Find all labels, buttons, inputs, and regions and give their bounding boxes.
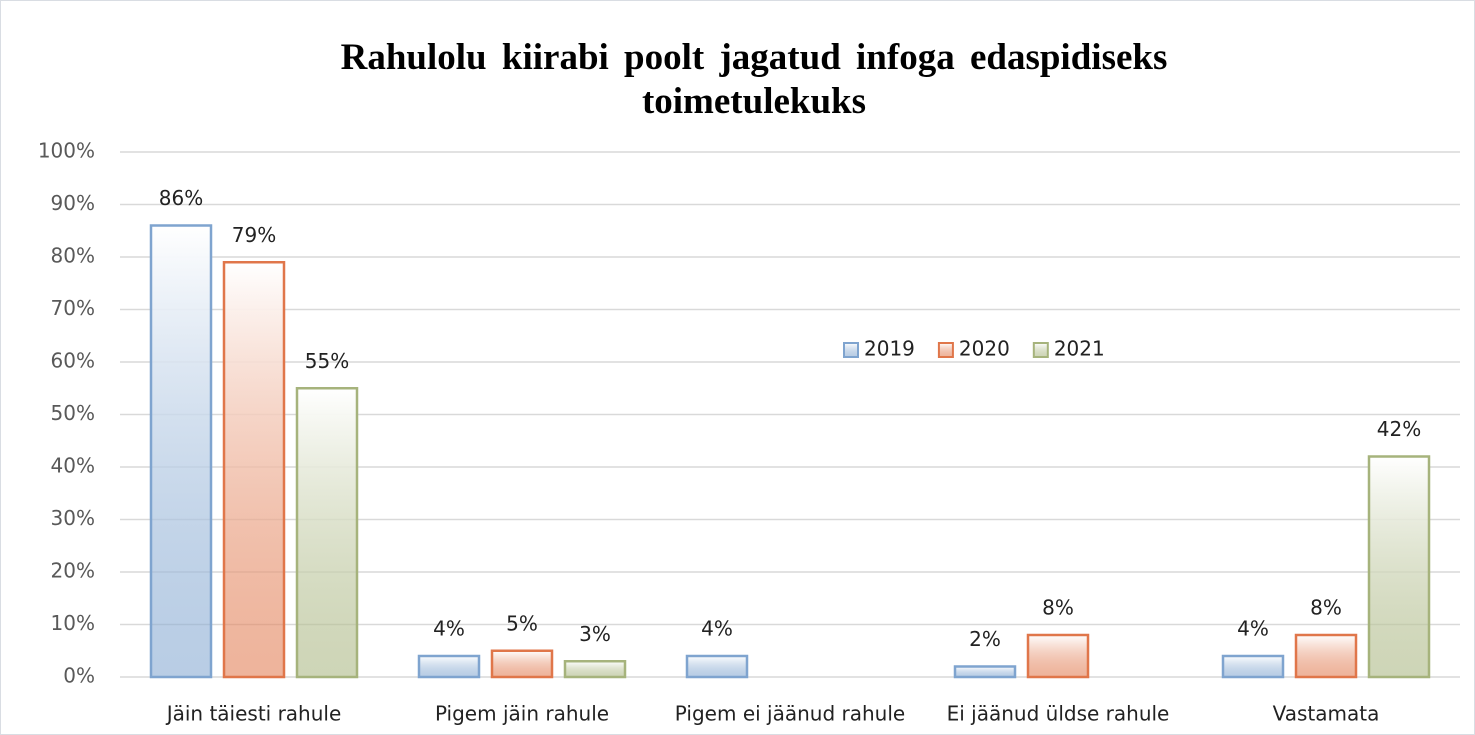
data-label: 2%	[969, 627, 1001, 651]
bar	[1026, 633, 1090, 679]
y-tick-label: 30%	[51, 506, 95, 530]
data-label: 8%	[1042, 596, 1074, 620]
x-tick-label: Vastamata	[1273, 702, 1380, 726]
y-tick-label: 100%	[38, 139, 95, 163]
y-tick-label: 70%	[51, 296, 95, 320]
data-label: 8%	[1310, 596, 1342, 620]
y-tick-label: 80%	[51, 244, 95, 268]
legend-swatch	[843, 342, 859, 358]
data-label: 42%	[1377, 417, 1421, 441]
legend-label: 2021	[1054, 337, 1105, 361]
x-tick-label: Ei jäänud üldse rahule	[947, 702, 1170, 726]
bar	[1367, 455, 1431, 679]
bar	[295, 387, 359, 679]
y-tick-label: 20%	[51, 559, 95, 583]
x-tick-label: Jäin täiesti rahule	[165, 702, 342, 726]
legend-label: 2020	[959, 337, 1010, 361]
bar	[490, 649, 554, 679]
chart-title: Rahulolu kiirabi poolt jagatud infoga ed…	[340, 37, 1168, 122]
x-tick-label: Pigem ei jäänud rahule	[675, 702, 905, 726]
legend-swatch	[1032, 342, 1049, 358]
legend-swatch	[937, 342, 954, 358]
data-label: 79%	[232, 223, 276, 247]
y-tick-label: 0%	[63, 664, 95, 688]
data-label: 86%	[159, 186, 203, 210]
bar	[685, 654, 749, 679]
data-label: 3%	[579, 622, 611, 646]
bar	[563, 660, 627, 679]
y-tick-label: 60%	[51, 349, 95, 373]
data-label: 4%	[433, 617, 465, 641]
data-label: 5%	[506, 611, 538, 635]
bar	[953, 665, 1017, 679]
x-tick-label: Pigem jäin rahule	[435, 702, 609, 726]
bar	[1221, 654, 1285, 679]
y-tick-label: 50%	[51, 401, 95, 425]
y-tick-label: 90%	[51, 191, 95, 215]
bar	[149, 224, 213, 679]
y-tick-label: 40%	[51, 454, 95, 478]
legend-label: 2019	[864, 337, 915, 361]
bar	[1294, 633, 1358, 679]
y-tick-label: 10%	[51, 611, 95, 635]
data-label: 4%	[701, 617, 733, 641]
data-label: 4%	[1237, 617, 1269, 641]
bar	[417, 654, 481, 679]
data-label: 55%	[305, 349, 349, 373]
bar	[222, 261, 286, 679]
